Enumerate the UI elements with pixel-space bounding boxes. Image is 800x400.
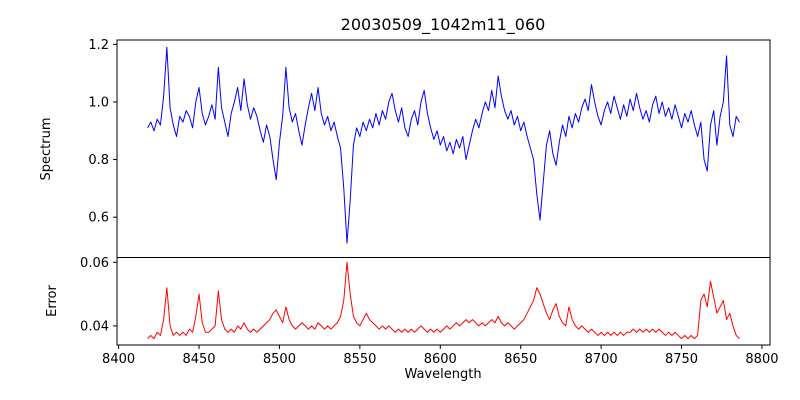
- error-panel-frame: [116, 257, 771, 346]
- x-tick-label: 8550: [343, 352, 376, 367]
- x-tick-label: 8500: [263, 352, 296, 367]
- error-line: [147, 261, 740, 340]
- x-tick-label: 8600: [424, 352, 457, 367]
- spectrum-y-tick-label: 1.2: [88, 38, 109, 53]
- plot-area: 0.6 0.8 1.0 1.2 0.04 0.06 8400 8450 8500 8550 8600…: [80, 38, 778, 367]
- spectrum-y-tick-label: 0.8: [88, 153, 109, 168]
- spectrum-y-tick-label: 1.0: [88, 95, 109, 110]
- spectrum-panel-frame: [116, 39, 771, 258]
- x-tick-label: 8800: [745, 352, 778, 367]
- x-tick-label: 8400: [102, 352, 135, 367]
- y-axis-label-error: Error: [45, 285, 60, 317]
- error-y-tick-label: 0.04: [80, 319, 109, 334]
- x-axis-label: Wavelength: [404, 367, 481, 382]
- y-axis-label-spectrum: Spectrum: [39, 118, 54, 181]
- x-tick-label: 8700: [585, 352, 618, 367]
- x-tick-label: 8750: [665, 352, 698, 367]
- x-tick-label: 8450: [182, 352, 215, 367]
- spectrum-y-tick-label: 0.6: [88, 211, 109, 226]
- chart-title: 20030509_1042m11_060: [341, 15, 546, 35]
- x-tick-label: 8650: [504, 352, 537, 367]
- spectrum-line: [147, 46, 740, 244]
- error-y-tick-label: 0.06: [80, 256, 109, 271]
